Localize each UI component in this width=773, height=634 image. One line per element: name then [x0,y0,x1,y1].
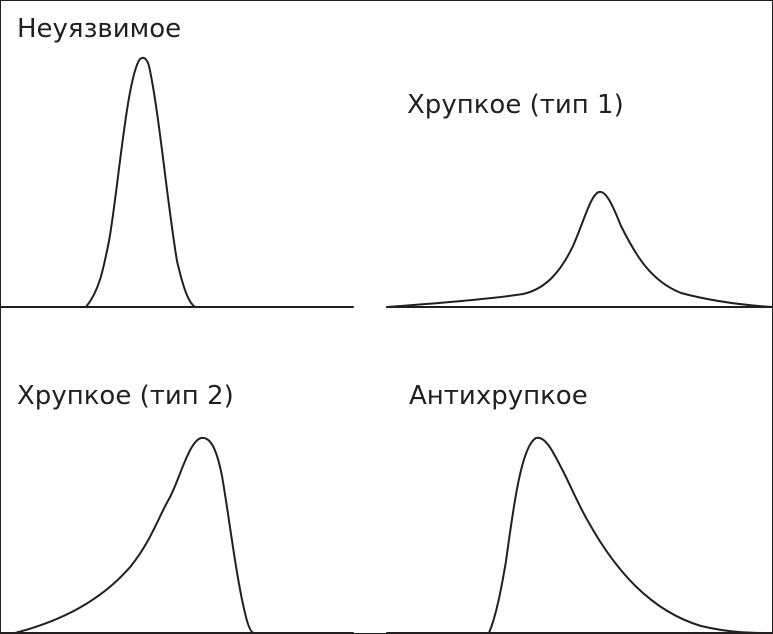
fragile-type2-curve [14,436,255,633]
fragile-type1-curve [386,190,772,308]
antifragile-panel [386,436,772,633]
antifragile-curve [488,436,772,633]
panel-title-antifragile: Антихрупкое [409,381,588,411]
panel-title-fragile-type1: Хрупкое (тип 1) [407,90,624,120]
panel-title-fragile-type2: Хрупкое (тип 2) [17,381,234,411]
fragile-type1-panel [386,190,772,308]
invulnerable-panel [1,56,354,308]
fragile-type2-panel [1,436,354,633]
panel-title-invulnerable: Неуязвимое [17,14,182,44]
invulnerable-curve [85,56,196,308]
